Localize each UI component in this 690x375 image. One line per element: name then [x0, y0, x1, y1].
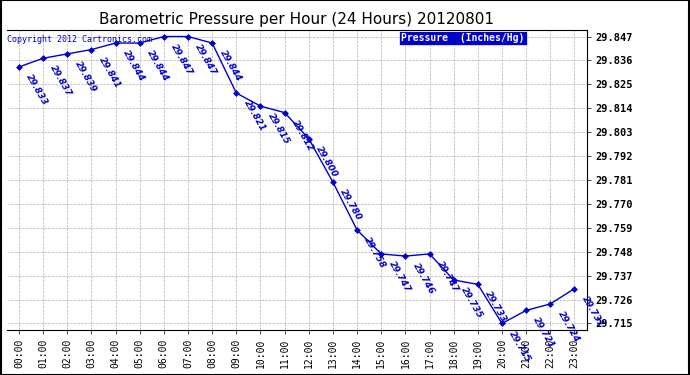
Text: 29.815: 29.815: [266, 112, 291, 146]
Text: 29.746: 29.746: [411, 262, 436, 296]
Text: 29.833: 29.833: [25, 72, 50, 107]
Text: Copyright 2012 Cartronics.com: Copyright 2012 Cartronics.com: [8, 34, 152, 44]
Text: 29.821: 29.821: [242, 99, 267, 133]
Text: 29.847: 29.847: [194, 42, 219, 76]
Text: 29.837: 29.837: [49, 64, 74, 98]
Title: Barometric Pressure per Hour (24 Hours) 20120801: Barometric Pressure per Hour (24 Hours) …: [99, 12, 494, 27]
Text: 29.721: 29.721: [532, 316, 557, 351]
Text: 29.844: 29.844: [121, 49, 146, 83]
Text: 29.841: 29.841: [97, 55, 122, 90]
Text: Pressure  (Inches/Hg): Pressure (Inches/Hg): [401, 33, 524, 43]
Text: 29.758: 29.758: [363, 236, 388, 270]
Text: 29.839: 29.839: [73, 60, 98, 94]
Text: 29.735: 29.735: [460, 285, 484, 320]
Text: 29.715: 29.715: [508, 329, 533, 363]
Text: 29.731: 29.731: [580, 294, 605, 329]
Text: 29.733: 29.733: [484, 290, 509, 324]
Text: 29.800: 29.800: [315, 144, 339, 179]
Text: 29.847: 29.847: [170, 42, 195, 76]
Text: 29.724: 29.724: [556, 309, 581, 344]
Text: 29.812: 29.812: [290, 118, 315, 153]
Text: 29.844: 29.844: [218, 49, 243, 83]
Text: 29.747: 29.747: [435, 260, 460, 294]
Text: 29.844: 29.844: [146, 49, 170, 83]
Text: 29.747: 29.747: [387, 260, 412, 294]
Text: 29.780: 29.780: [339, 188, 364, 222]
